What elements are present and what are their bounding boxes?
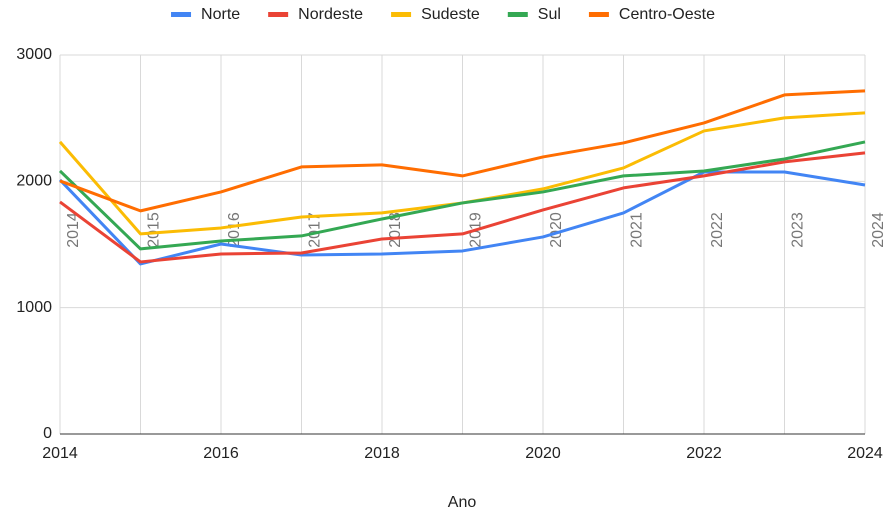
year-annotation: 2014 (65, 212, 82, 248)
x-tick-label: 2018 (364, 445, 400, 462)
y-tick-label: 2000 (16, 173, 52, 190)
x-tick-label: 2024 (847, 445, 883, 462)
legend-label: Sudeste (421, 6, 480, 23)
year-annotation: 2021 (629, 212, 646, 248)
y-tick-label: 1000 (16, 299, 52, 316)
x-tick-label: 2016 (203, 445, 239, 462)
series-line (59, 89, 866, 213)
year-annotation: 2020 (548, 212, 565, 248)
legend-swatch (391, 12, 412, 17)
year-annotation: 2016 (226, 212, 243, 248)
legend-swatch (268, 12, 289, 17)
series-line (58, 140, 866, 251)
year-annotation: 2015 (146, 212, 163, 248)
legend-swatch (507, 12, 528, 17)
legend-swatch (171, 12, 192, 17)
x-axis-title: Ano (448, 494, 477, 511)
year-annotation: 2024 (870, 212, 886, 248)
x-tick-label: 2022 (686, 445, 722, 462)
y-tick-label: 0 (43, 425, 52, 442)
legend-label: Nordeste (298, 6, 363, 23)
x-tick-label: 2020 (525, 445, 561, 462)
legend-label: Norte (201, 6, 240, 23)
legend-label: Centro-Oeste (619, 6, 715, 23)
legend-swatch (588, 12, 609, 17)
year-annotation: 2023 (790, 212, 807, 248)
legend-label: Sul (538, 6, 561, 23)
x-tick-label: 2014 (42, 445, 78, 462)
y-tick-label: 3000 (16, 46, 52, 63)
year-annotation: 2022 (709, 212, 726, 248)
year-annotation: 2017 (307, 212, 324, 248)
series-line (59, 151, 866, 264)
legend: Norte Nordeste Sudeste Sul Centro-Oeste (171, 6, 715, 23)
